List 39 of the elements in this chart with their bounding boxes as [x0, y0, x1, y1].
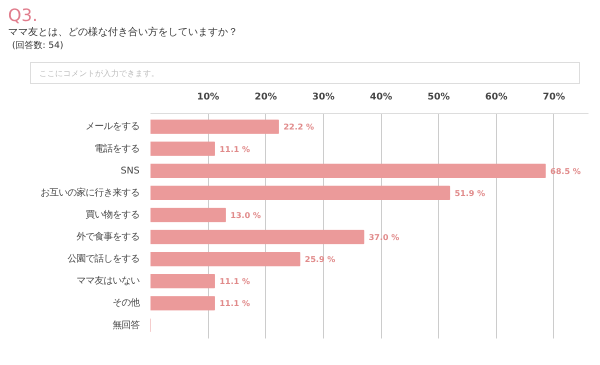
y-tick-label: SNS [120, 165, 140, 176]
x-tick-label: 20% [254, 92, 278, 102]
data-label: 11.1 % [219, 299, 250, 308]
chart-subtitle: ママ友とは、どの様な付き合い方をしていますか？ [8, 26, 238, 40]
bar [150, 164, 546, 178]
x-tick-label: 40% [370, 92, 393, 102]
y-tick-label: 電話をする [94, 143, 140, 154]
x-tick-label: 70% [542, 92, 566, 102]
y-tick-label: 買い物をする [86, 209, 140, 220]
data-label: 11.1 % [219, 144, 250, 154]
y-tick-label: メールをする [86, 121, 140, 132]
bar [150, 186, 450, 200]
data-label: 13.0 % [230, 210, 261, 220]
text: (回答数: 54) [12, 40, 64, 53]
y-tick-label: 公園で話しをする [68, 254, 140, 265]
y-tick-label: その他 [112, 298, 140, 309]
y-tick-label: 外で食事をする [76, 232, 140, 243]
bar [150, 274, 215, 288]
data-label: 51.9 % [454, 188, 486, 198]
data-label: 11.1 % [219, 277, 250, 286]
data-label: 25.9 % [304, 255, 336, 264]
chart-title: Q3. [8, 5, 38, 27]
x-tick-label: 10% [196, 92, 220, 102]
text: ここにコメントが入力できます。 [39, 68, 159, 80]
data-label: 68.5 % [550, 166, 581, 176]
x-tick-label: 50% [427, 92, 450, 102]
bar [150, 208, 226, 222]
bar [150, 252, 300, 266]
bar [150, 296, 215, 310]
y-tick-label: お互いの家に行き来する [40, 187, 140, 198]
data-label: 22.2 % [283, 122, 314, 132]
bar [150, 142, 215, 156]
x-tick-label: 30% [312, 92, 336, 102]
y-tick-label: ママ友はいない [76, 276, 140, 287]
data-label: 37.0 % [368, 233, 400, 242]
bar [150, 120, 279, 134]
y-tick-label: 無回答 [112, 320, 140, 331]
bar [150, 230, 364, 244]
x-tick-label: 60% [485, 92, 508, 102]
